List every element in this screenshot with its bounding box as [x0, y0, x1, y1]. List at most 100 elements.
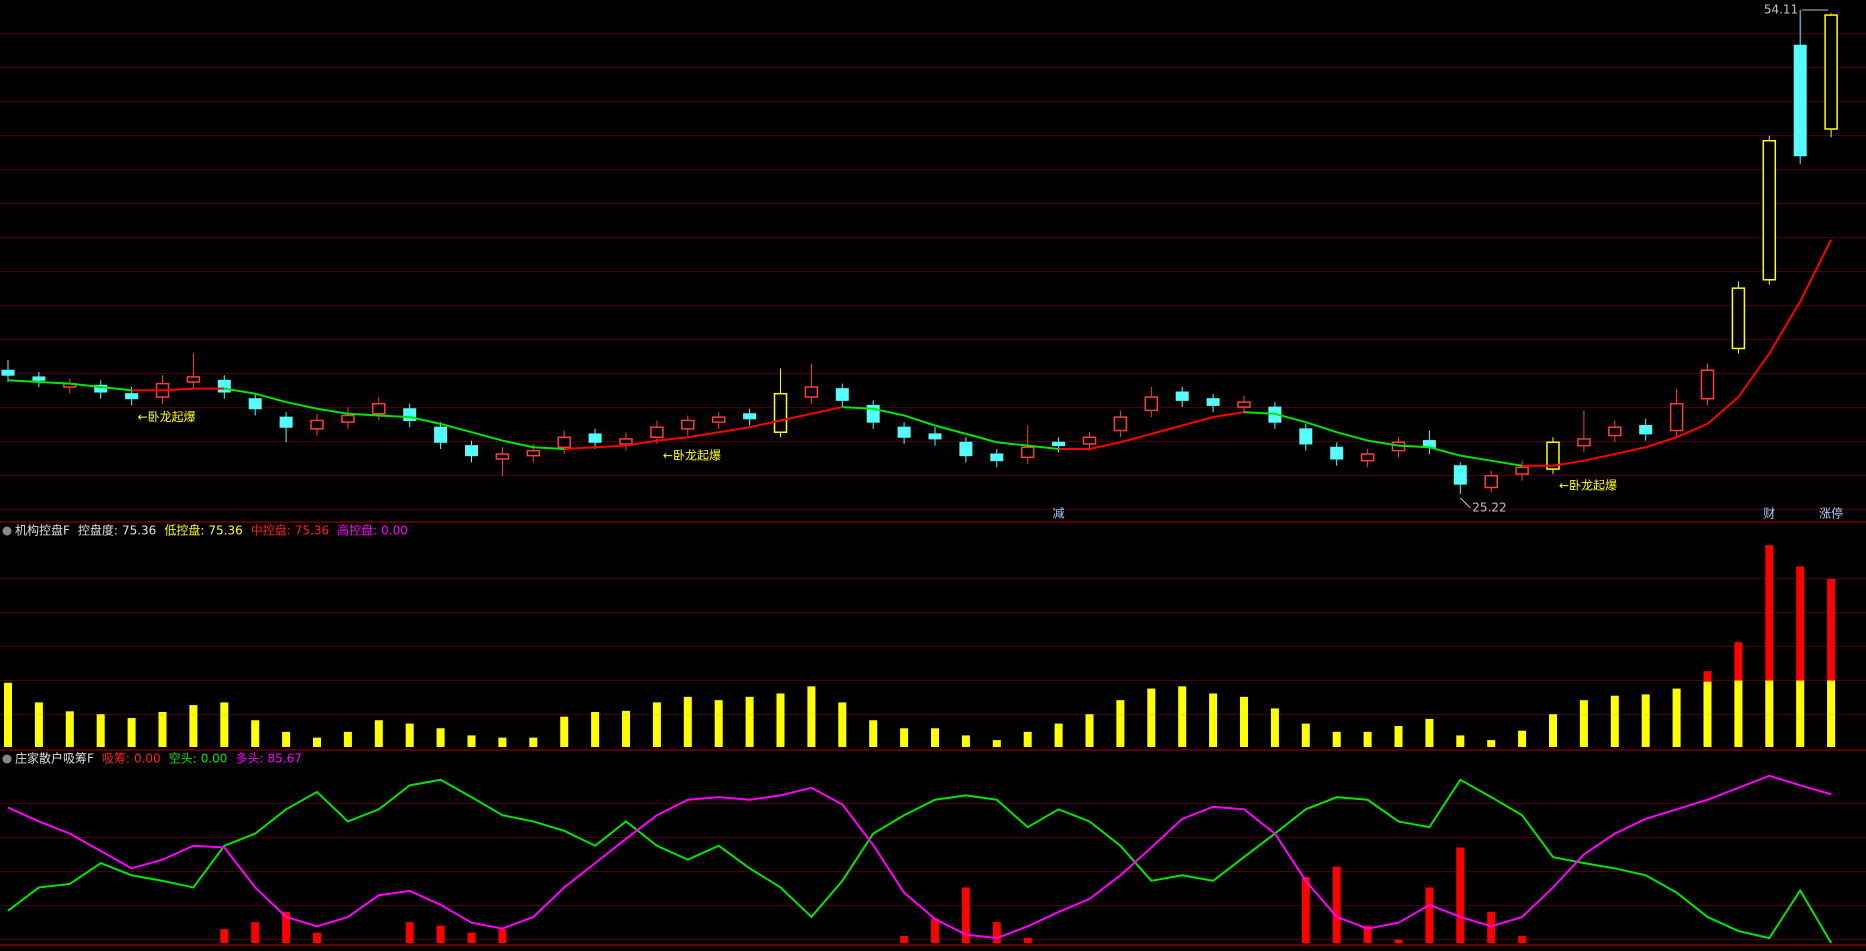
bar: [1209, 693, 1218, 747]
ma-line: [1305, 421, 1338, 434]
bar: [1796, 566, 1805, 747]
bar: [405, 922, 414, 943]
ma-line: [625, 439, 658, 447]
ma-line: [533, 446, 565, 450]
bar: [1610, 695, 1619, 747]
min-label: 25.22: [1472, 500, 1506, 514]
max-label: 54.11: [1764, 3, 1798, 17]
bar: [189, 705, 198, 747]
ma-line: [1460, 454, 1492, 462]
signal-label: ←卧龙起爆: [1559, 479, 1617, 493]
bar: [96, 714, 105, 747]
ma-line: [1120, 432, 1152, 444]
readout-label: 高控盘:: [337, 523, 377, 538]
bar: [374, 720, 383, 747]
candle-body: [959, 441, 973, 457]
bar: [1332, 731, 1341, 747]
bar: [34, 702, 43, 747]
bar: [4, 682, 12, 747]
ma-line: [564, 446, 596, 450]
min-pointer: [1459, 497, 1471, 509]
signal-label: ←卧龙起爆: [138, 410, 196, 424]
ma-line: [842, 406, 874, 410]
candle-body: [835, 388, 849, 401]
readout-value: 0.00: [134, 752, 161, 766]
ma-line: [1676, 422, 1708, 439]
candle-body: [279, 416, 293, 428]
bar: [1765, 680, 1774, 747]
candle-body: [1020, 446, 1035, 459]
readout-value: 75.36: [122, 524, 156, 538]
readout-label: 控盘度:: [78, 523, 118, 538]
ma-line: [1706, 396, 1740, 425]
bar: [529, 737, 538, 747]
event-label: 财: [1763, 507, 1775, 521]
ma-line: [965, 432, 998, 444]
bar: [282, 731, 291, 747]
bar: [1023, 731, 1032, 747]
bar: [591, 711, 600, 747]
ma-line: [718, 426, 750, 434]
candle-body: [1731, 287, 1746, 350]
candle-body: [495, 453, 510, 460]
candle-body: [619, 438, 633, 445]
ma-line: [100, 385, 132, 392]
bar: [1023, 937, 1032, 943]
ma-line: [378, 414, 410, 419]
ma-line: [1429, 446, 1461, 457]
ma-line: [1645, 436, 1677, 449]
ma-line: [316, 407, 349, 415]
bar: [1270, 708, 1279, 747]
panel-title: 机构控盘F: [15, 523, 70, 538]
candle-body: [465, 445, 478, 457]
candle-body: [1144, 396, 1159, 412]
candle-body: [1237, 401, 1251, 408]
bar: [436, 925, 445, 943]
bar: [1641, 694, 1650, 747]
candle-body: [1082, 436, 1097, 445]
price-grid: [0, 0, 1866, 520]
ma-line: [1212, 411, 1245, 419]
bar: [1363, 731, 1372, 747]
bar: [436, 728, 445, 747]
bar: [1765, 545, 1774, 747]
bar: [714, 700, 723, 747]
bar: [1240, 696, 1248, 747]
bar: [1425, 887, 1434, 943]
bar: [838, 702, 847, 747]
ma-line: [656, 436, 688, 442]
bar: [961, 887, 970, 943]
candle-body: [125, 393, 139, 400]
ma-line: [285, 401, 318, 410]
ma-line: [502, 439, 534, 449]
ma-line: [595, 444, 627, 449]
bar: [158, 711, 167, 747]
candle-body: [1484, 475, 1498, 489]
candle-body: [310, 419, 324, 430]
bar: [931, 728, 939, 747]
ma-line: [1151, 424, 1183, 435]
bar: [1827, 680, 1836, 747]
candle-body: [1762, 139, 1777, 281]
candle-body: [248, 398, 262, 410]
ma-line: [1243, 411, 1275, 415]
candle-body: [681, 419, 695, 430]
readout-value: 0.00: [381, 524, 408, 538]
candle-body: [743, 413, 757, 420]
candle-body: [990, 453, 1004, 462]
bar: [900, 936, 909, 943]
bar: [745, 696, 754, 747]
bar: [1054, 723, 1063, 747]
readout-value: 75.36: [295, 524, 329, 538]
candle-body: [1608, 426, 1622, 437]
candle-body: [1330, 446, 1344, 460]
ma-line: [1737, 352, 1771, 398]
indicator-line: [7, 774, 1832, 940]
panel-title: 庄家散户吸筹F: [15, 751, 94, 766]
ma-line: [1491, 459, 1523, 467]
bar: [127, 718, 136, 747]
candle-body: [1453, 465, 1467, 485]
bar: [313, 932, 321, 943]
readout-label: 空头:: [169, 752, 197, 766]
